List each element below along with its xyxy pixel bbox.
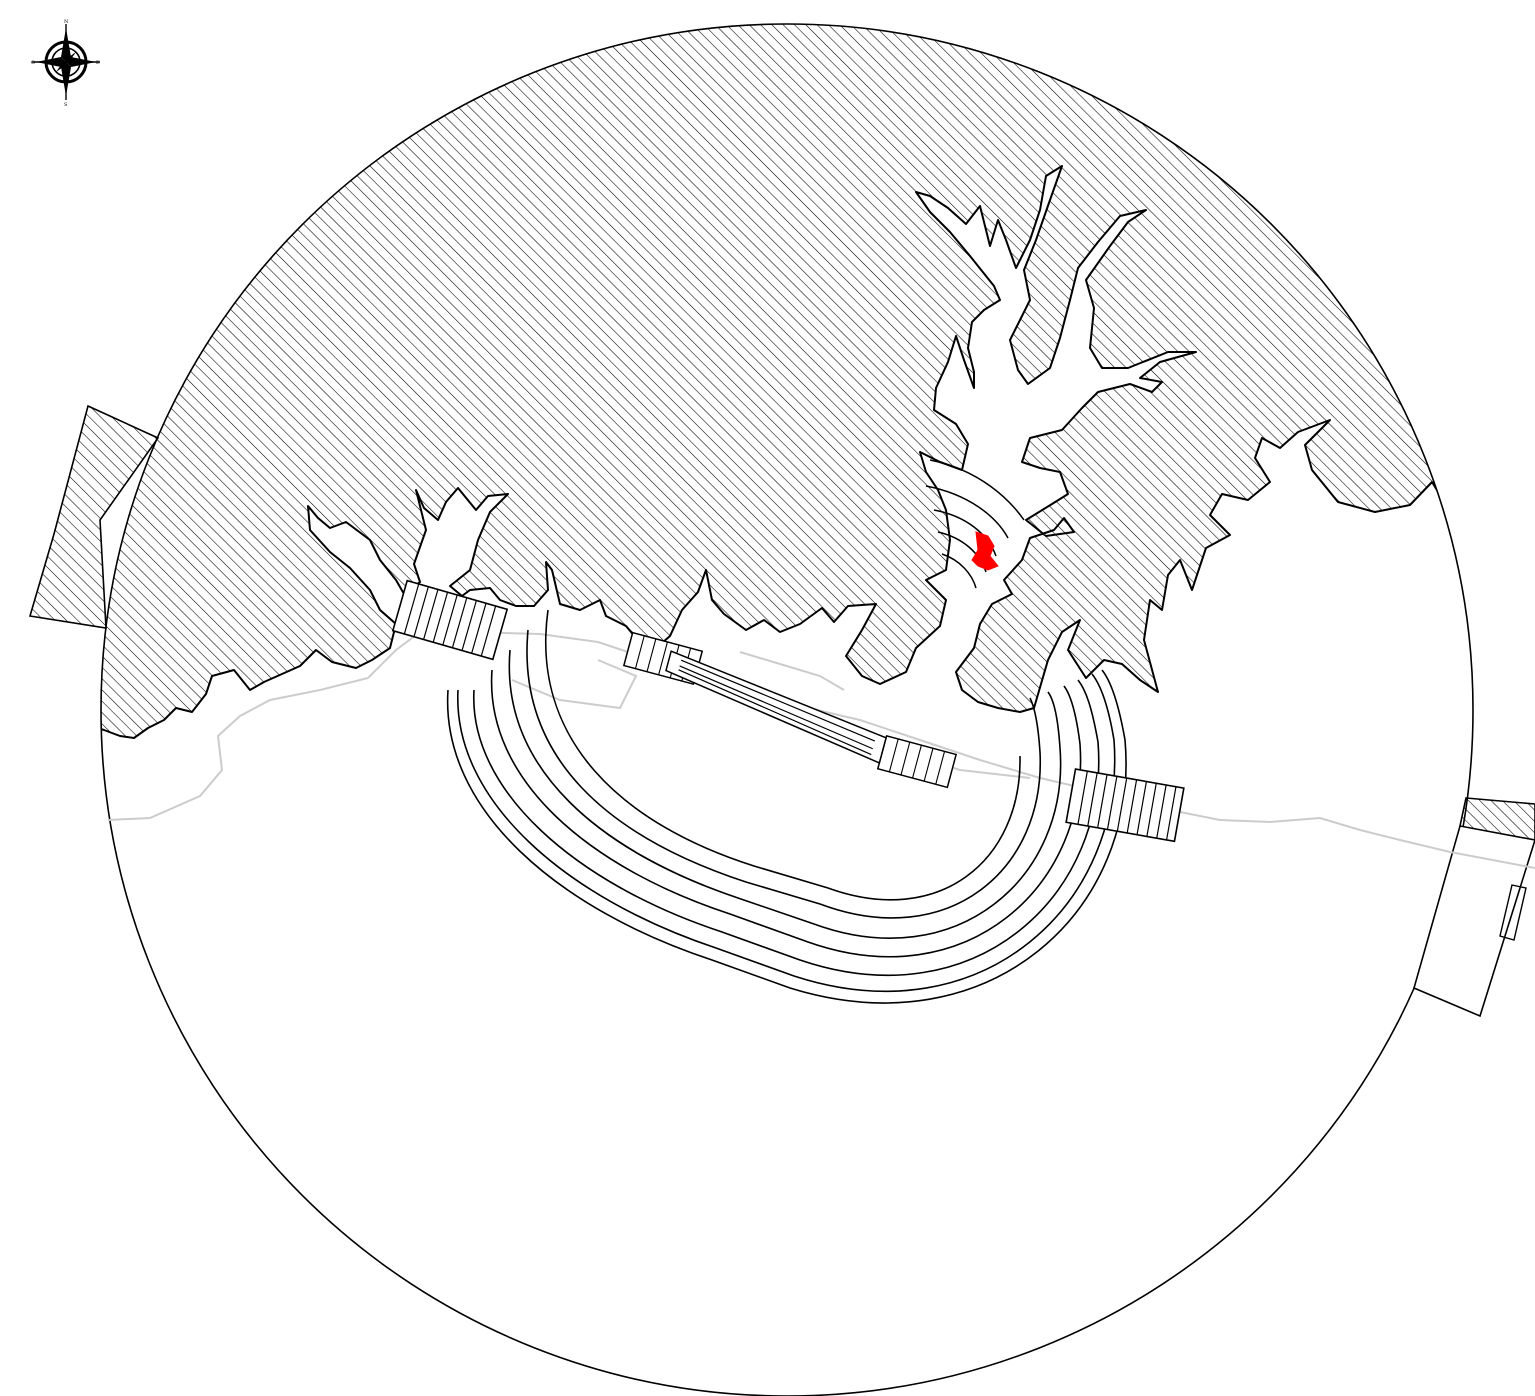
west-extension xyxy=(28,404,160,629)
north-curved-stair xyxy=(925,459,1025,589)
compass-south-label: S xyxy=(64,102,68,108)
existing-linework xyxy=(107,631,1535,869)
compass-east-label: E xyxy=(96,60,100,66)
east-extension-strip xyxy=(1499,884,1527,941)
land-hatch-area xyxy=(101,24,1473,739)
east-extension-outline xyxy=(1413,825,1535,1018)
compass-west-label: O xyxy=(31,60,35,66)
highlighted-feature xyxy=(971,531,999,571)
running-track xyxy=(446,609,1127,1004)
compass-rose-icon: N S E O xyxy=(31,19,100,108)
west-stand xyxy=(391,579,509,661)
central-stairway xyxy=(622,631,958,789)
east-stand xyxy=(1065,768,1185,843)
compass-north-label: N xyxy=(64,19,69,25)
site-boundary-circle xyxy=(100,23,1474,1396)
land-mass xyxy=(101,24,1473,739)
